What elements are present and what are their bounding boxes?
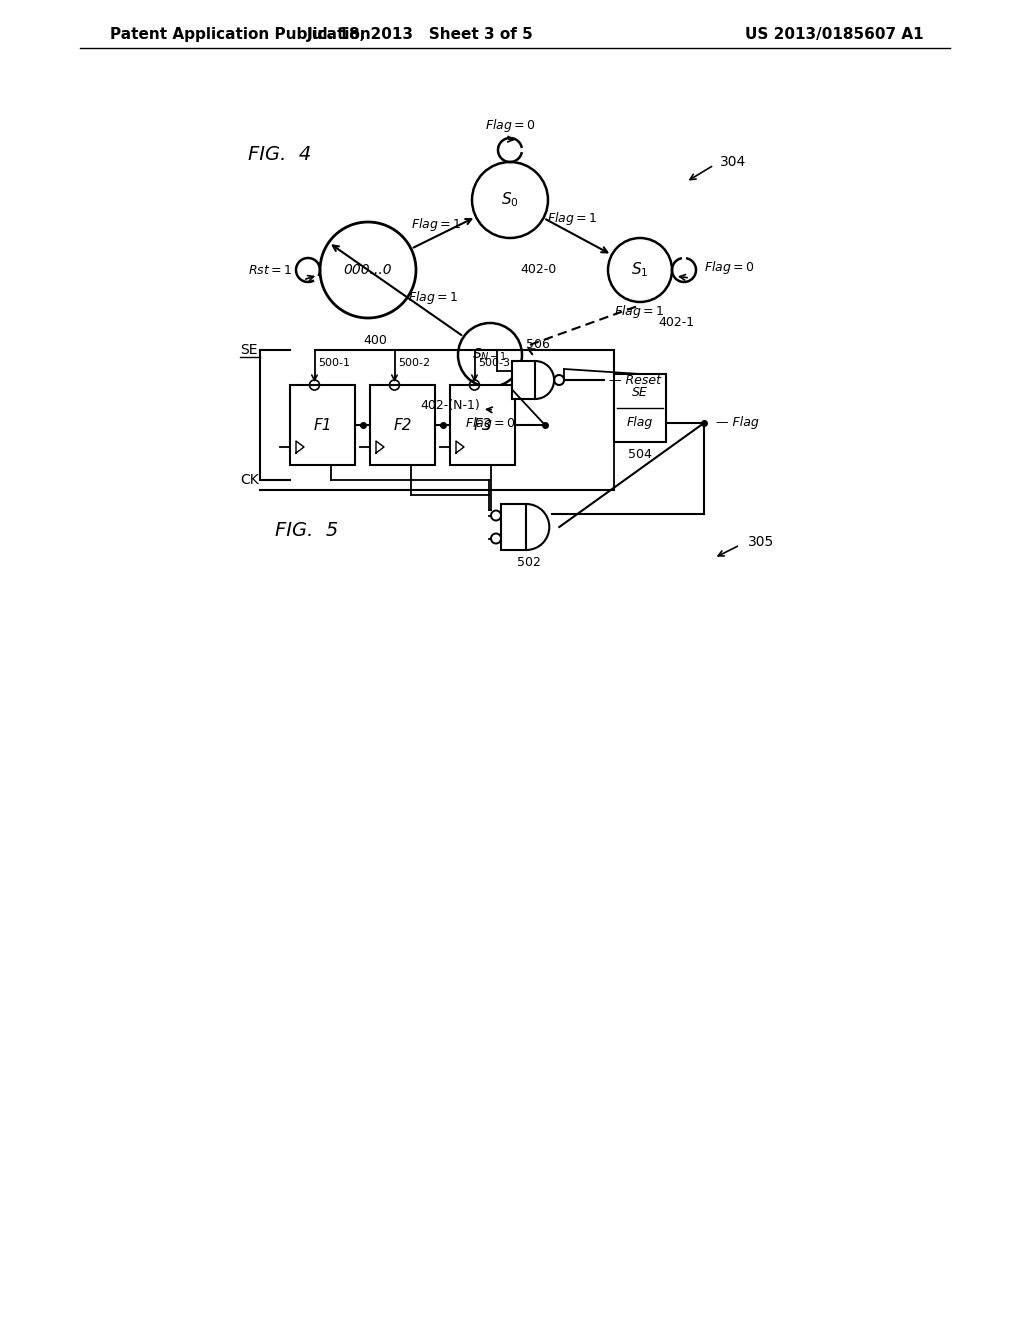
Text: 502: 502: [517, 556, 541, 569]
Bar: [501, 504, 526, 550]
Text: 402-0: 402-0: [520, 263, 556, 276]
Text: 402-(N-1): 402-(N-1): [420, 399, 480, 412]
Text: $Flag = 1$: $Flag = 1$: [412, 216, 462, 234]
Text: $Flag = 1$: $Flag = 1$: [548, 210, 598, 227]
Text: 500-3: 500-3: [478, 358, 511, 368]
Bar: [290, 385, 355, 465]
Text: — Flag: — Flag: [716, 417, 759, 429]
Bar: [614, 374, 666, 442]
Text: $S_{N-1}$: $S_{N-1}$: [472, 347, 508, 363]
Bar: [512, 360, 536, 399]
Text: US 2013/0185607 A1: US 2013/0185607 A1: [745, 28, 924, 42]
Text: 500-2: 500-2: [398, 358, 431, 368]
Text: 400: 400: [362, 334, 387, 346]
Text: $S_1$: $S_1$: [632, 260, 648, 280]
Text: Patent Application Publication: Patent Application Publication: [110, 28, 371, 42]
Text: 402-1: 402-1: [658, 315, 694, 329]
Text: $Flag = 1$: $Flag = 1$: [614, 304, 665, 321]
Bar: [450, 385, 515, 465]
Text: Jul. 18, 2013   Sheet 3 of 5: Jul. 18, 2013 Sheet 3 of 5: [306, 28, 534, 42]
Text: 305: 305: [748, 535, 774, 549]
Text: SE: SE: [240, 343, 257, 356]
Text: F3: F3: [473, 417, 492, 433]
Text: $Flag = 0$: $Flag = 0$: [484, 117, 536, 135]
Text: $S_0$: $S_0$: [501, 190, 519, 210]
Text: $Flag = 0$: $Flag = 0$: [705, 260, 755, 276]
Text: 500-1: 500-1: [318, 358, 350, 368]
Text: SE: SE: [632, 385, 648, 399]
Text: FIG.  4: FIG. 4: [248, 145, 311, 165]
Text: $Flag = 0$: $Flag = 0$: [465, 414, 515, 432]
Text: FIG.  5: FIG. 5: [275, 520, 338, 540]
Text: F1: F1: [313, 417, 332, 433]
Bar: [370, 385, 435, 465]
Text: CK: CK: [240, 473, 259, 487]
Text: 506: 506: [526, 338, 550, 351]
Text: — Reset: — Reset: [609, 374, 662, 387]
Text: $Flag = 1$: $Flag = 1$: [409, 289, 459, 306]
Text: 304: 304: [720, 154, 746, 169]
Text: F2: F2: [393, 417, 412, 433]
Text: 000...0: 000...0: [344, 263, 392, 277]
Text: $Rst = 1$: $Rst = 1$: [248, 264, 292, 276]
Text: Flag: Flag: [627, 417, 653, 429]
Text: 504: 504: [628, 449, 652, 462]
